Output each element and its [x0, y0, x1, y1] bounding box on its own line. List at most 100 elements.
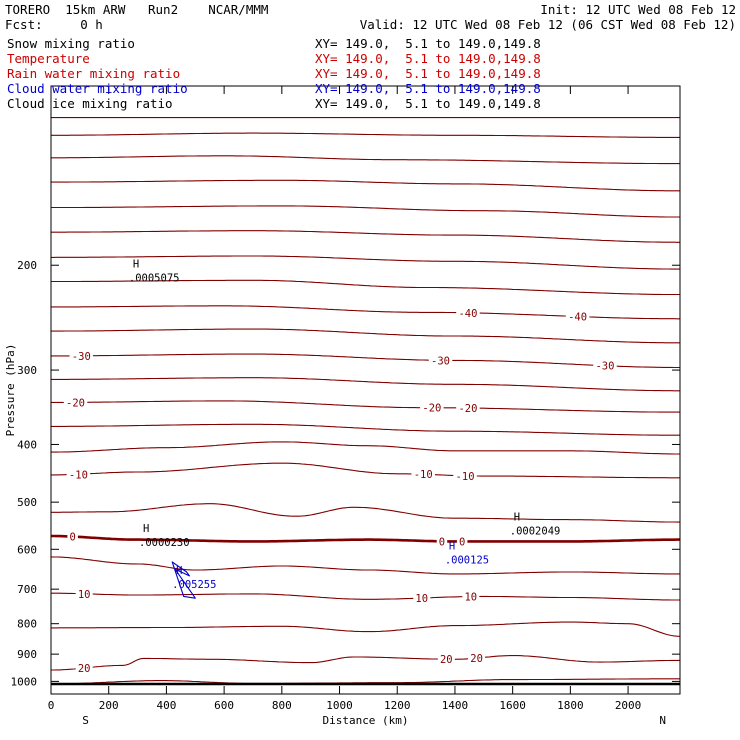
field-xy-3: XY= 149.0, 5.1 to 149.0,149.8 — [315, 81, 541, 96]
contour-label-10-1: -30 — [431, 355, 450, 367]
temperature-contour-17 — [51, 534, 680, 543]
contour-label-bg-17-1 — [436, 535, 448, 548]
y-tick-label-8: 1000 — [11, 675, 38, 688]
contour-label-21-0: 20 — [78, 663, 91, 675]
y-tick-label-2: 400 — [17, 438, 37, 451]
contour-label-bg-19-0 — [75, 587, 93, 600]
extremum-marker-2: H — [143, 523, 149, 535]
temperature-contour-16 — [51, 503, 680, 523]
contour-label-19-0: 10 — [78, 589, 91, 601]
field-xy-2: XY= 149.0, 5.1 to 149.0,149.8 — [315, 66, 541, 81]
x-axis-right-end-label: N — [659, 714, 666, 727]
temperature-contour-14 — [51, 441, 680, 455]
contour-label-12-2: -20 — [458, 403, 477, 415]
y-tick-label-4: 600 — [17, 543, 37, 556]
extremum-marker-3: H — [449, 541, 455, 553]
y-tick-label-1: 300 — [17, 364, 37, 377]
contour-label-10-2: -30 — [595, 361, 614, 373]
header-left-2: Fcst: 0 h — [5, 17, 103, 32]
x-tick-label-3: 600 — [214, 699, 234, 712]
temperature-contour-19 — [51, 592, 680, 601]
temperature-contour-13 — [51, 423, 680, 436]
contour-label-bg-19-2 — [462, 590, 480, 603]
x-tick-label-10: 2000 — [615, 699, 642, 712]
temperature-contour-2 — [51, 155, 680, 165]
x-axis-left-end-label: S — [82, 714, 89, 727]
header-left-1: TORERO 15km ARW Run2 NCAR/MMM — [5, 2, 269, 17]
field-name-1: Temperature — [7, 51, 90, 66]
extremum-value-3: .000125 — [445, 555, 489, 567]
field-xy-0: XY= 149.0, 5.1 to 149.0,149.8 — [315, 36, 541, 51]
temperature-contour-7 — [51, 279, 680, 296]
contour-label-17-2: 0 — [459, 536, 465, 548]
contour-label-15-2: -10 — [456, 471, 475, 483]
contour-label-12-1: -20 — [422, 403, 441, 415]
header-right-1: Init: 12 UTC Wed 08 Feb 12 — [540, 2, 736, 17]
x-axis-label: Distance (km) — [322, 714, 408, 727]
contour-label-19-1: 10 — [415, 593, 428, 605]
x-tick-label-5: 1000 — [326, 699, 353, 712]
temperature-contour-6 — [51, 255, 680, 270]
y-tick-label-7: 900 — [17, 648, 37, 661]
extremum-value-2: .0000230 — [139, 537, 190, 549]
temperature-contour-21 — [51, 655, 680, 671]
contour-label-bg-21-2 — [468, 652, 486, 665]
contour-label-bg-10-0 — [69, 349, 94, 362]
contour-labels: -40 -40 -30 -30 -30 -20 -20 -20 -10 -10 -10 0 0 0 10 10… — [63, 259, 617, 675]
field-name-3: Cloud water mixing ratio — [7, 81, 188, 96]
contour-label-bg-10-1 — [428, 354, 453, 367]
contour-label-15-1: -10 — [414, 469, 433, 481]
extremum-marker-1: H — [514, 511, 520, 523]
contour-label-bg-15-1 — [411, 468, 435, 481]
x-tick-label-0: 0 — [48, 699, 55, 712]
contour-label-bg-15-0 — [66, 468, 91, 481]
extremum-value-1: .0002049 — [510, 525, 561, 537]
temperature-contour-5 — [51, 230, 680, 243]
contour-label-bg-8-0 — [456, 306, 480, 319]
x-tick-label-6: 1200 — [384, 699, 411, 712]
extremum-marker-4: H — [176, 565, 182, 577]
x-tick-label-2: 400 — [156, 699, 176, 712]
y-tick-label-3: 500 — [17, 496, 37, 509]
contour-label-bg-12-1 — [420, 401, 444, 414]
temperature-contour-18 — [50, 556, 680, 575]
contour-label-bg-21-1 — [437, 653, 455, 666]
contour-label-21-2: 20 — [470, 653, 483, 665]
contour-label-bg-19-1 — [413, 592, 431, 605]
temperature-contour-3 — [51, 179, 680, 192]
x-tick-label-7: 1400 — [442, 699, 469, 712]
temperature-contour-15 — [51, 462, 680, 479]
plot-frame — [50, 85, 681, 695]
cloud-water-contour-0 — [171, 561, 196, 599]
y-tick-label-0: 200 — [17, 259, 37, 272]
temperature-contour-11 — [51, 377, 680, 392]
contours — [50, 117, 681, 685]
contour-label-bg-21-0 — [75, 662, 93, 675]
contour-label-bg-17-0 — [67, 530, 78, 543]
temperature-contour-1 — [51, 132, 680, 138]
contour-label-21-1: 20 — [440, 654, 453, 666]
contour-label-bg-12-0 — [63, 396, 88, 409]
contour-label-8-0: -40 — [458, 308, 477, 320]
y-axis-label: Pressure (hPa) — [4, 344, 17, 437]
y-tick-label-5: 700 — [17, 583, 37, 596]
field-name-0: Snow mixing ratio — [7, 36, 135, 51]
field-xy-4: XY= 149.0, 5.1 to 149.0,149.8 — [315, 96, 541, 111]
x-tick-label-9: 1800 — [557, 699, 584, 712]
extremum-marker-0: H — [133, 259, 139, 271]
temperature-contour-12 — [51, 400, 680, 413]
contour-label-bg-10-2 — [593, 359, 617, 372]
field-name-2: Rain water mixing ratio — [7, 66, 181, 81]
contour-label-19-2: 10 — [464, 592, 477, 604]
contour-label-bg-17-2 — [456, 535, 468, 548]
extremum-value-0: .0005075 — [129, 273, 180, 285]
x-tick-label-1: 200 — [99, 699, 119, 712]
y-tick-label-6: 800 — [17, 618, 37, 631]
temperature-contour-20 — [51, 621, 681, 637]
contour-label-15-0: -10 — [69, 469, 88, 481]
contour-label-12-0: -20 — [66, 397, 85, 409]
x-tick-label-4: 800 — [272, 699, 292, 712]
temperature-contour-9 — [51, 328, 680, 344]
contour-label-bg-15-2 — [453, 469, 477, 482]
contour-label-8-1: -40 — [568, 312, 587, 324]
